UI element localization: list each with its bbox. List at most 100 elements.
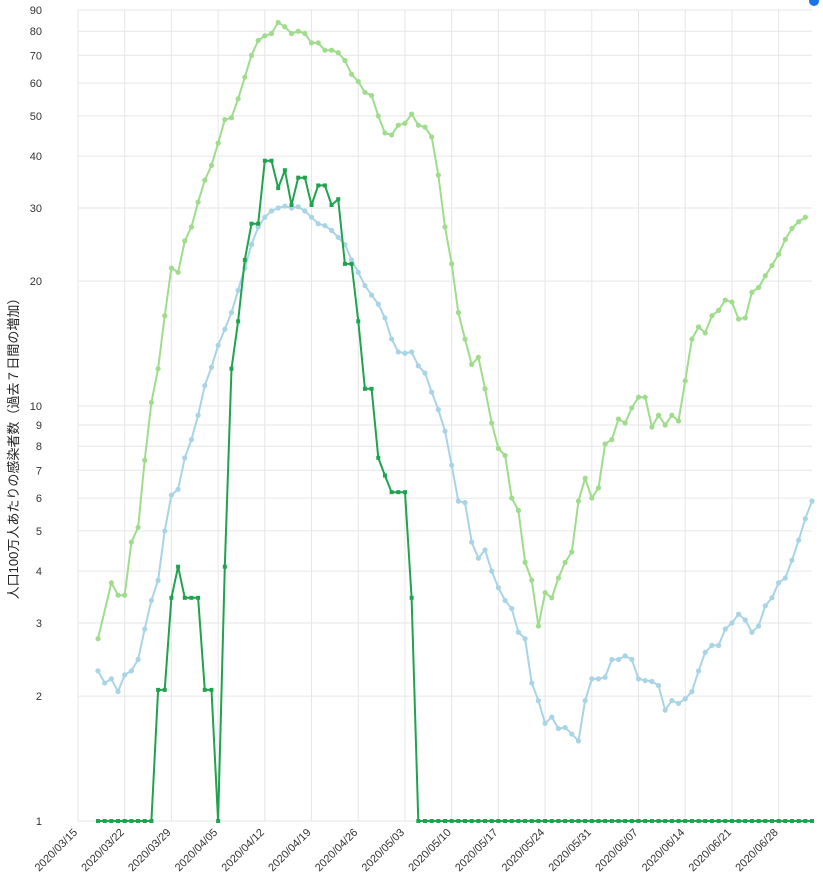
data-point (195, 199, 201, 205)
data-point (456, 819, 461, 823)
data-point (649, 424, 655, 430)
x-axis-ticks: 2020/03/15 2020/03/22 2020/03/29 2020/04/05… (33, 827, 781, 874)
data-point (449, 261, 455, 267)
data-point (695, 324, 702, 330)
data-point (703, 819, 708, 823)
data-point (162, 528, 168, 534)
data-point (542, 590, 548, 596)
data-point (529, 680, 535, 686)
data-point (95, 668, 101, 674)
data-point (535, 698, 542, 704)
series-2 (95, 203, 815, 744)
data-point (322, 47, 328, 53)
data-point (196, 595, 201, 600)
series-group (95, 19, 815, 823)
data-point (209, 687, 214, 692)
data-point (575, 498, 582, 504)
data-point (782, 236, 788, 243)
data-point (95, 636, 101, 642)
data-point (595, 676, 602, 682)
data-point (289, 203, 294, 208)
data-point (375, 113, 381, 119)
data-point (369, 92, 375, 99)
y-tick-label: 8 (36, 441, 42, 453)
data-point (96, 819, 101, 823)
data-point (356, 319, 361, 324)
data-point (722, 626, 728, 632)
data-point (563, 819, 568, 823)
data-point (769, 595, 775, 601)
y-tick-label: 40 (30, 151, 42, 163)
data-point (542, 720, 548, 726)
data-point (723, 819, 728, 823)
data-point (282, 24, 288, 30)
data-point (188, 224, 195, 230)
data-point (189, 595, 194, 600)
data-point (255, 224, 261, 230)
data-point (215, 140, 221, 146)
series-line (97, 205, 813, 742)
x-tick-label: 2020/05/10 (406, 827, 453, 874)
data-point (168, 265, 175, 271)
data-point (228, 115, 235, 121)
data-point (675, 700, 682, 707)
data-point (122, 672, 128, 678)
data-point (262, 214, 268, 220)
data-point (729, 620, 735, 626)
corner-dot-icon (809, 0, 819, 6)
data-point (382, 315, 388, 321)
data-point (195, 412, 201, 418)
data-point (216, 819, 221, 823)
data-point (535, 623, 542, 629)
data-point (156, 687, 161, 692)
data-point (336, 197, 341, 202)
data-point (663, 819, 668, 823)
data-point (756, 623, 762, 629)
data-point (142, 626, 148, 632)
data-point (282, 203, 288, 209)
data-point (335, 50, 341, 56)
data-point (810, 819, 814, 823)
data-point (662, 707, 668, 713)
y-tick-label: 30 (30, 203, 42, 215)
data-point (362, 283, 368, 289)
data-point (562, 724, 568, 731)
x-tick-label: 2020/05/31 (547, 827, 594, 874)
data-point (242, 74, 248, 80)
data-point (609, 436, 615, 443)
data-point (389, 132, 395, 138)
data-point (442, 224, 448, 230)
series-1 (95, 19, 808, 642)
x-tick-label: 2020/06/28 (733, 827, 780, 874)
data-point (115, 592, 121, 598)
data-point (168, 492, 175, 498)
data-point (482, 547, 488, 553)
data-point (509, 819, 514, 823)
data-point (475, 555, 481, 561)
data-point (442, 428, 448, 434)
x-tick-label: 2020/06/07 (593, 827, 640, 874)
data-point (268, 30, 275, 37)
data-point (395, 122, 401, 128)
data-point (502, 597, 508, 604)
data-point (162, 313, 168, 319)
data-point (622, 653, 628, 659)
data-point (616, 819, 621, 823)
data-point (295, 204, 301, 210)
data-point (443, 819, 447, 823)
data-point (435, 172, 441, 178)
data-point (402, 350, 408, 356)
data-point (742, 315, 748, 321)
data-point (649, 819, 654, 823)
data-point (522, 559, 528, 565)
y-grid (78, 9, 812, 822)
data-point (709, 642, 715, 648)
data-point (349, 261, 354, 266)
data-point (803, 819, 808, 823)
data-point (128, 539, 134, 545)
data-point (135, 656, 141, 663)
series-line (97, 21, 806, 639)
data-point (169, 595, 174, 600)
data-point (756, 284, 762, 291)
data-point (709, 819, 714, 823)
